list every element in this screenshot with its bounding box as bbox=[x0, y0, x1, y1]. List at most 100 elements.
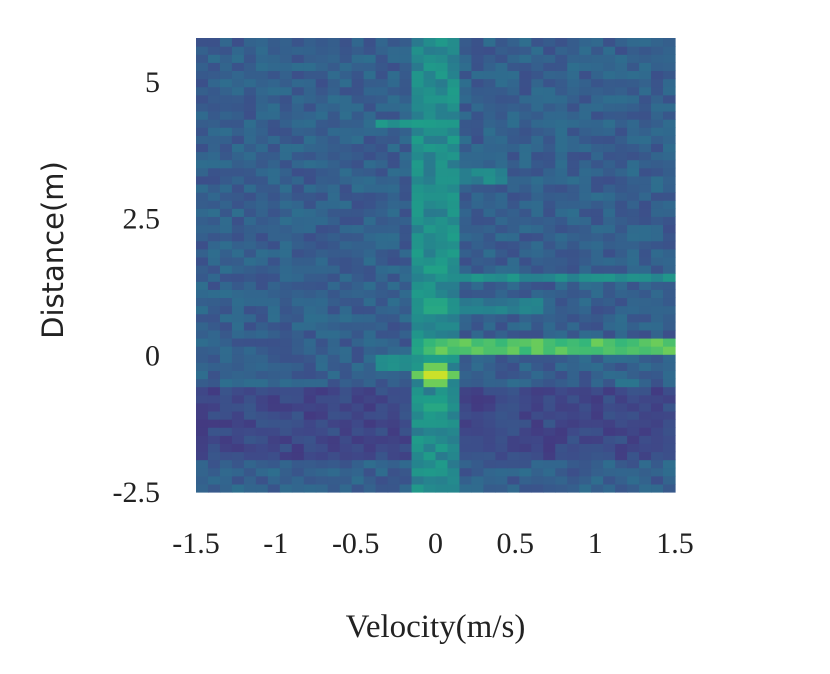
heatmap-cell bbox=[399, 143, 413, 153]
heatmap-cell bbox=[471, 281, 484, 290]
heatmap-cell bbox=[255, 256, 269, 266]
heatmap-cell bbox=[447, 70, 461, 80]
heatmap-cell bbox=[615, 419, 628, 428]
heatmap-cell bbox=[471, 435, 484, 444]
heatmap-cell bbox=[207, 240, 221, 250]
heatmap-cell bbox=[411, 386, 425, 396]
heatmap-cell bbox=[375, 337, 389, 347]
heatmap-cell bbox=[315, 321, 329, 331]
heatmap-cell bbox=[567, 62, 580, 72]
y-tick-label: 2.5 bbox=[123, 203, 161, 236]
heatmap-cell bbox=[231, 443, 245, 453]
heatmap-cell bbox=[399, 467, 413, 477]
heatmap-cell bbox=[207, 127, 221, 136]
heatmap-cell bbox=[279, 419, 293, 428]
heatmap-cell bbox=[447, 183, 461, 193]
heatmap-cell bbox=[399, 329, 413, 339]
heatmap-cell bbox=[279, 38, 293, 47]
heatmap-cell bbox=[495, 62, 508, 72]
heatmap-cell bbox=[303, 475, 317, 485]
heatmap-cell bbox=[387, 475, 401, 485]
heatmap-cell bbox=[231, 119, 245, 128]
heatmap-cell bbox=[327, 46, 341, 55]
heatmap-cell bbox=[483, 265, 496, 274]
heatmap-cell bbox=[495, 256, 508, 266]
heatmap-cell bbox=[663, 127, 676, 136]
heatmap-cell bbox=[351, 70, 365, 80]
heatmap-cell bbox=[483, 159, 496, 169]
heatmap-cell bbox=[387, 289, 401, 299]
heatmap-cell bbox=[519, 135, 532, 144]
heatmap-cell bbox=[219, 86, 233, 96]
heatmap-cell bbox=[615, 443, 628, 453]
heatmap-cell bbox=[219, 175, 233, 185]
heatmap-cell bbox=[483, 46, 496, 55]
heatmap-cell bbox=[196, 119, 209, 128]
heatmap-cell bbox=[363, 346, 377, 355]
heatmap-cell bbox=[351, 200, 365, 209]
heatmap-cell bbox=[411, 175, 425, 185]
heatmap-cell bbox=[567, 256, 580, 266]
heatmap-cell bbox=[327, 159, 341, 169]
heatmap-cell bbox=[387, 451, 401, 461]
heatmap-cell bbox=[375, 297, 389, 307]
heatmap-cell bbox=[627, 362, 640, 371]
heatmap-cell bbox=[483, 475, 496, 485]
heatmap-cell bbox=[339, 370, 353, 380]
heatmap-cell bbox=[447, 370, 461, 380]
heatmap-cell bbox=[243, 94, 257, 104]
heatmap-cell bbox=[387, 143, 401, 153]
heatmap-cell bbox=[399, 305, 413, 315]
heatmap-cell bbox=[435, 127, 449, 136]
heatmap-cell bbox=[363, 119, 377, 128]
heatmap-cell bbox=[663, 337, 676, 347]
heatmap-cell bbox=[255, 410, 269, 420]
heatmap-cell bbox=[543, 467, 556, 477]
heatmap-cell bbox=[651, 208, 664, 217]
heatmap-cell bbox=[339, 483, 353, 493]
heatmap-cell bbox=[495, 427, 508, 436]
heatmap-cell bbox=[555, 281, 568, 290]
heatmap-cell bbox=[243, 305, 257, 315]
heatmap-cell bbox=[219, 394, 233, 404]
heatmap-cell bbox=[447, 475, 461, 485]
heatmap-cell bbox=[255, 394, 269, 404]
heatmap-cell bbox=[543, 110, 556, 120]
heatmap-cell bbox=[579, 346, 592, 355]
heatmap-cell bbox=[423, 329, 437, 339]
heatmap-cell bbox=[423, 175, 437, 185]
heatmap-cell bbox=[663, 329, 676, 339]
heatmap-cell bbox=[339, 451, 353, 461]
heatmap-cell bbox=[507, 305, 520, 315]
heatmap-cell bbox=[243, 475, 257, 485]
heatmap-cell bbox=[399, 459, 413, 469]
heatmap-cell bbox=[267, 281, 281, 290]
heatmap-cell bbox=[219, 265, 233, 274]
heatmap-cell bbox=[315, 62, 329, 72]
heatmap-cell bbox=[543, 78, 556, 88]
heatmap-cell bbox=[255, 62, 269, 72]
heatmap-cell bbox=[543, 240, 556, 250]
heatmap-cell bbox=[255, 305, 269, 315]
heatmap-cell bbox=[291, 208, 305, 217]
heatmap-cell bbox=[399, 475, 413, 485]
heatmap-cell bbox=[591, 54, 604, 63]
heatmap-cell bbox=[471, 305, 484, 315]
heatmap-cell bbox=[231, 337, 245, 347]
heatmap-cell bbox=[303, 183, 317, 193]
heatmap-cell bbox=[531, 329, 544, 339]
heatmap-cell bbox=[531, 94, 544, 104]
heatmap-cell bbox=[447, 143, 461, 153]
heatmap-cell bbox=[495, 159, 508, 169]
heatmap-cell bbox=[363, 313, 377, 323]
heatmap-cell bbox=[291, 167, 305, 177]
heatmap-cell bbox=[411, 38, 425, 47]
heatmap-cell bbox=[591, 102, 604, 112]
heatmap-cell bbox=[459, 313, 473, 323]
heatmap-cell bbox=[519, 362, 532, 371]
heatmap-cell bbox=[663, 224, 676, 234]
heatmap-cell bbox=[603, 151, 616, 161]
heatmap-cell bbox=[447, 443, 461, 453]
heatmap-cell bbox=[339, 297, 353, 307]
heatmap-cell bbox=[303, 216, 317, 226]
